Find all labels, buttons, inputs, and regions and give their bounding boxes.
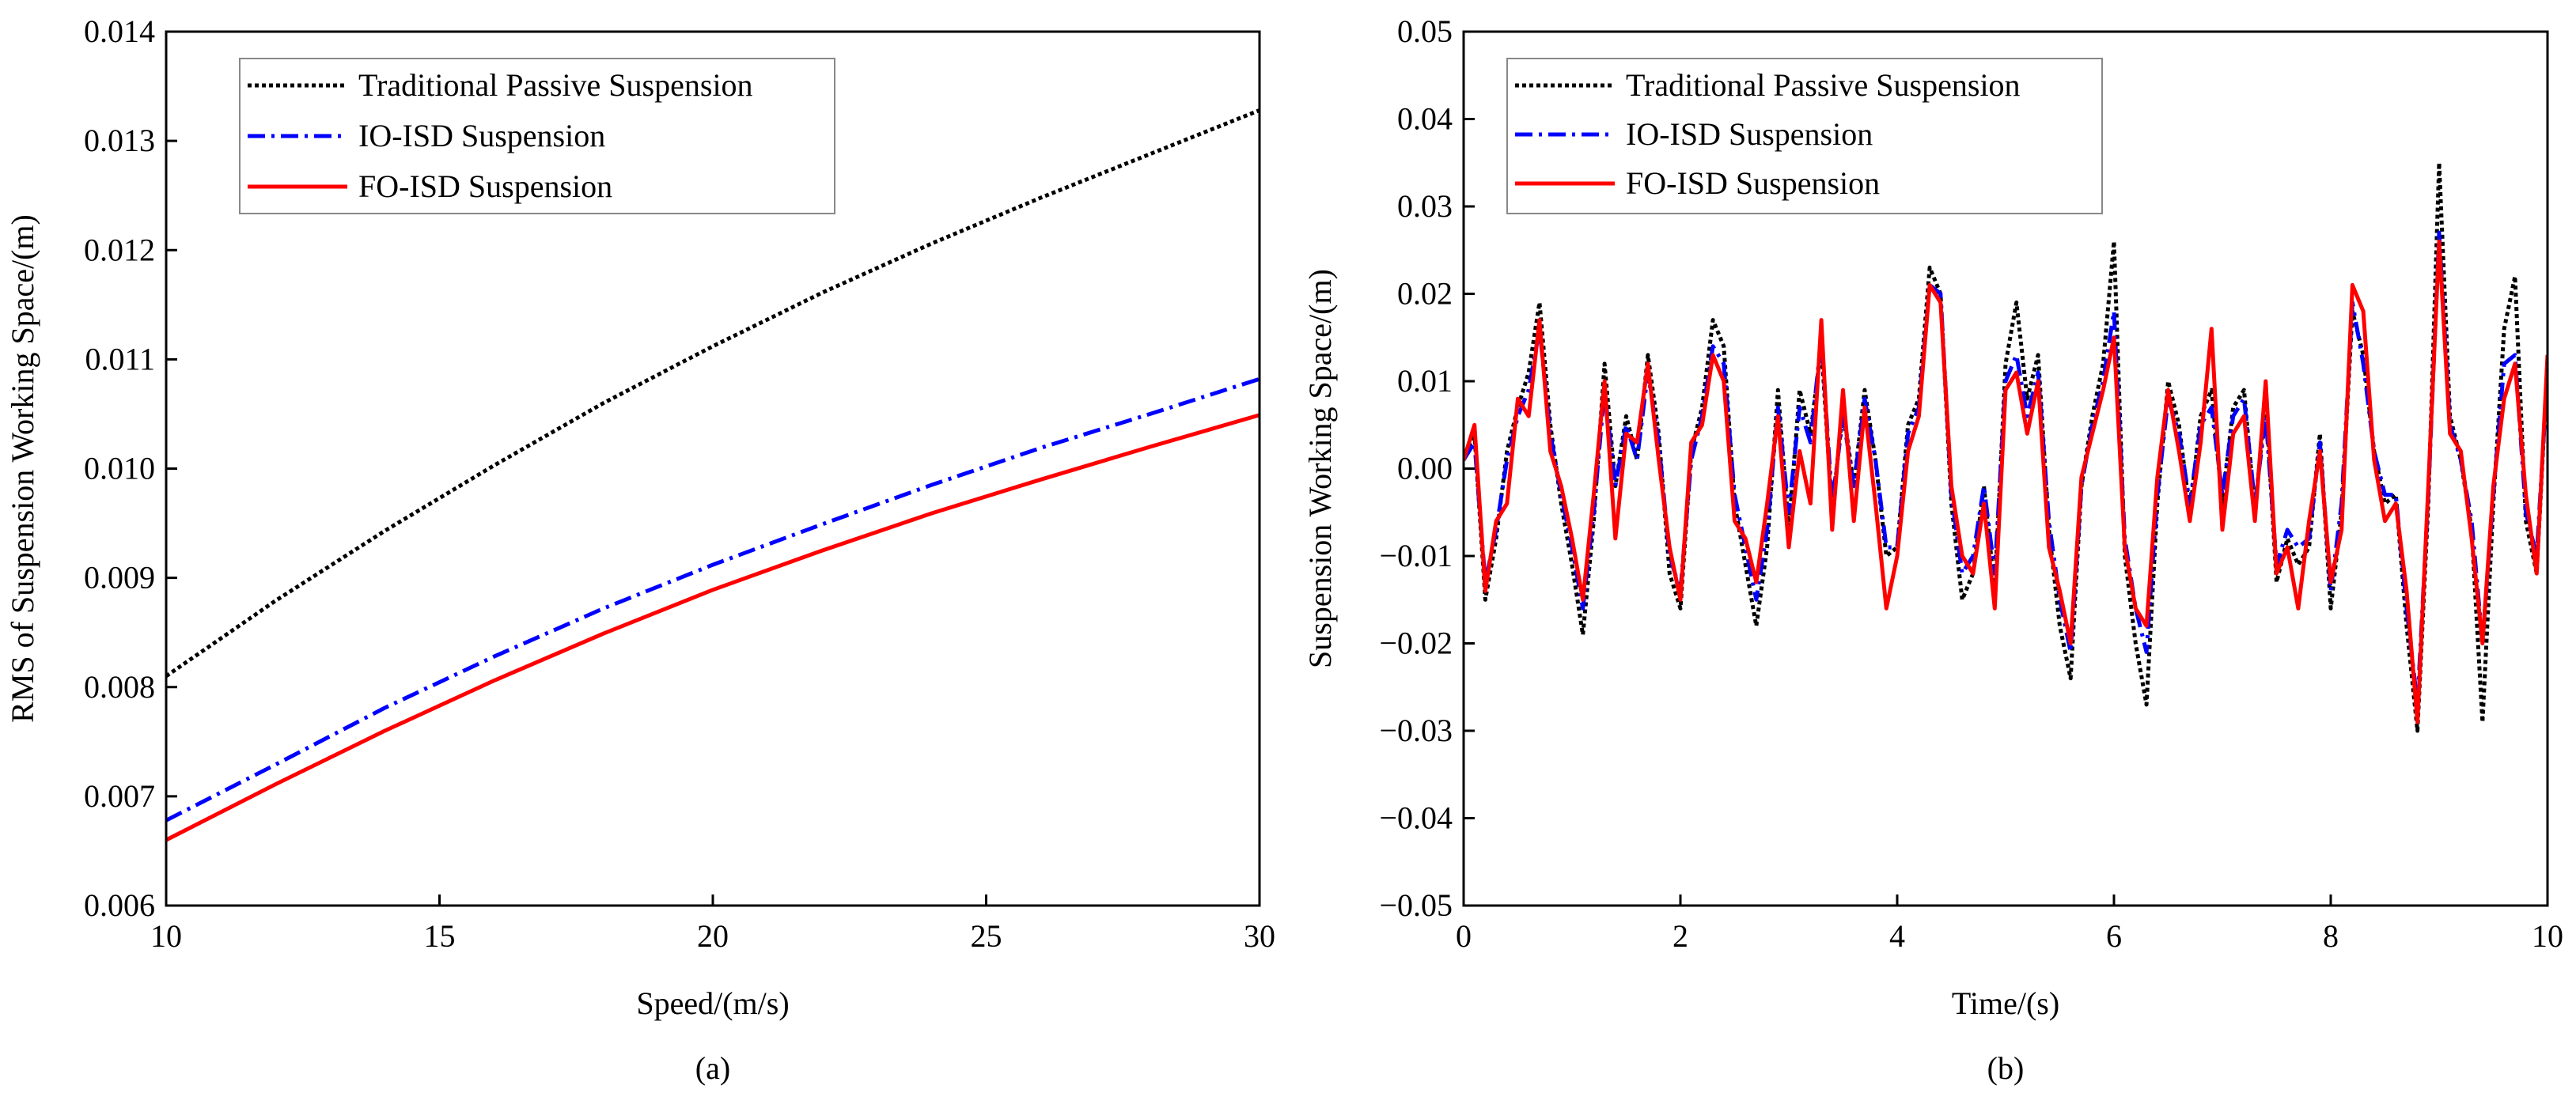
legend: Traditional Passive Suspension IO-ISD Sus… (239, 58, 835, 214)
series-line-2 (1464, 239, 2548, 724)
series-line-2 (166, 413, 1260, 842)
y-tick-label: 0.011 (85, 341, 155, 376)
x-tick-label: 6 (2106, 918, 2122, 954)
y-tick-label: 0.007 (84, 778, 155, 814)
legend: Traditional Passive Suspension IO-ISD Sus… (1506, 58, 2103, 214)
y-tick-label: −0.05 (1379, 887, 1453, 923)
panel-a: 10 15 20 25 30 0.006 0.007 0.008 0.009 0.010 0.011… (5, 13, 1275, 1086)
panel-label: (b) (1987, 1050, 2025, 1086)
y-tick-label: −0.02 (1379, 626, 1453, 661)
y-tick-label: 0.01 (1397, 363, 1453, 399)
series-line-1 (1464, 230, 2548, 707)
x-tick-label: 10 (2532, 918, 2563, 954)
y-tick-label: 0.012 (84, 232, 155, 267)
legend-label-0: Traditional Passive Suspension (358, 67, 753, 103)
y-tick-label: 0.009 (84, 560, 155, 596)
legend-label-2: FO-ISD Suspension (1626, 165, 1880, 201)
y-axis-label: Suspension Working Space/(m) (1302, 269, 1338, 668)
y-tick-label: 0.013 (84, 123, 155, 158)
y-tick-label: 0.006 (84, 887, 155, 923)
x-tick-label: 30 (1244, 918, 1275, 954)
x-tick-label: 20 (697, 918, 729, 954)
x-tick-label: 8 (2323, 918, 2339, 954)
x-tick-label: 15 (424, 918, 456, 954)
y-tick-label: 0.04 (1397, 101, 1453, 137)
x-axis-label: Speed/(m/s) (636, 985, 789, 1021)
legend-box (1506, 58, 2103, 214)
y-tick-label: 0.010 (84, 451, 155, 486)
x-tick-label: 4 (1889, 918, 1905, 954)
x-tick-label: 0 (1456, 918, 1472, 954)
legend-label-1: IO-ISD Suspension (358, 118, 605, 153)
y-tick-label: −0.01 (1379, 538, 1453, 573)
y-tick-label: 0.05 (1397, 13, 1453, 49)
y-tick-label: 0.00 (1397, 451, 1453, 486)
x-tick-label: 10 (150, 918, 182, 954)
legend-label-2: FO-ISD Suspension (358, 168, 612, 204)
y-tick-label: 0.008 (84, 669, 155, 705)
y-tick-label: 0.014 (84, 13, 155, 49)
panel-b: 0 2 4 6 8 10 −0.05 −0.04 −0.03 −0.02 −0.01 0.00 0.01… (1302, 13, 2563, 1086)
x-tick-label: 2 (1673, 918, 1688, 954)
legend-label-1: IO-ISD Suspension (1626, 116, 1873, 152)
y-axis-label: RMS of Suspension Working Space/(m) (5, 214, 40, 723)
x-tick-label: 25 (971, 918, 1002, 954)
series-line-1 (166, 376, 1260, 823)
y-tick-label: −0.04 (1379, 800, 1453, 836)
y-tick-label: 0.02 (1397, 276, 1453, 312)
legend-label-0: Traditional Passive Suspension (1626, 67, 2021, 103)
y-tick-label: −0.03 (1379, 713, 1453, 748)
x-axis-label: Time/(s) (1952, 985, 2059, 1021)
panel-label: (a) (695, 1050, 730, 1086)
y-tick-label: 0.03 (1397, 188, 1453, 224)
